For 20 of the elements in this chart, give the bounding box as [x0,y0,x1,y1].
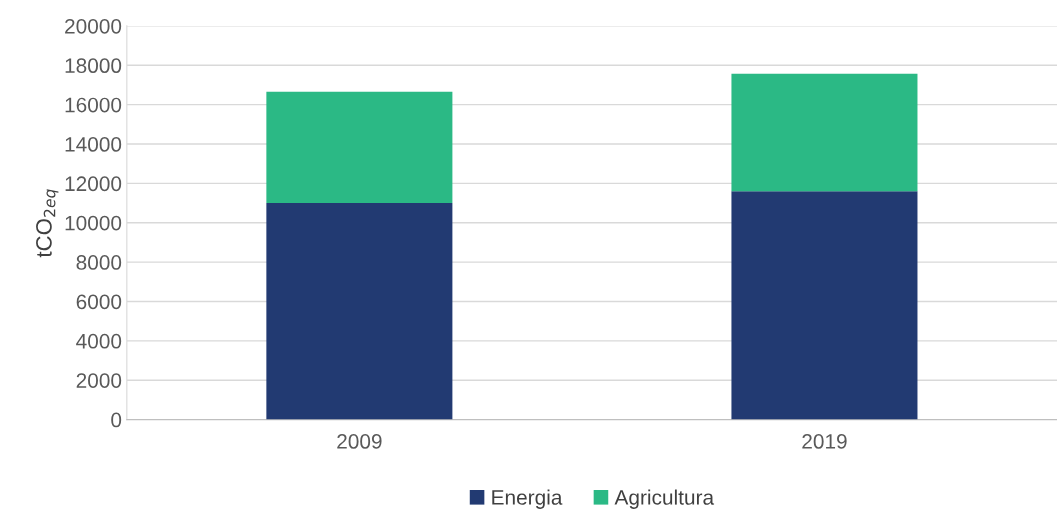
y-tick-label: 8000 [76,255,122,270]
y-tick-label: 16000 [65,97,122,113]
legend-label: Agricultura [614,489,715,509]
bar [266,91,453,204]
x-tick-label: 2009 [337,434,382,449]
bar [731,191,918,420]
legend-label: Energia [492,489,563,509]
x-tick-label: 2019 [802,434,847,449]
y-tick-label: 6000 [76,294,122,310]
bar [266,203,453,420]
y-tick-label: 10000 [65,215,122,231]
bar [731,73,918,192]
y-tick-label: 4000 [76,333,122,349]
y-tick-label: 0 [111,412,122,428]
y-axis-title: tCO$_{2eq}$ [36,189,59,258]
y-tick-label: 2000 [76,373,122,388]
y-tick-label: 12000 [65,176,122,192]
y-tick-label: 14000 [65,137,122,152]
y-tick-label: 18000 [65,58,122,74]
y-tick-label: 20000 [65,18,122,34]
